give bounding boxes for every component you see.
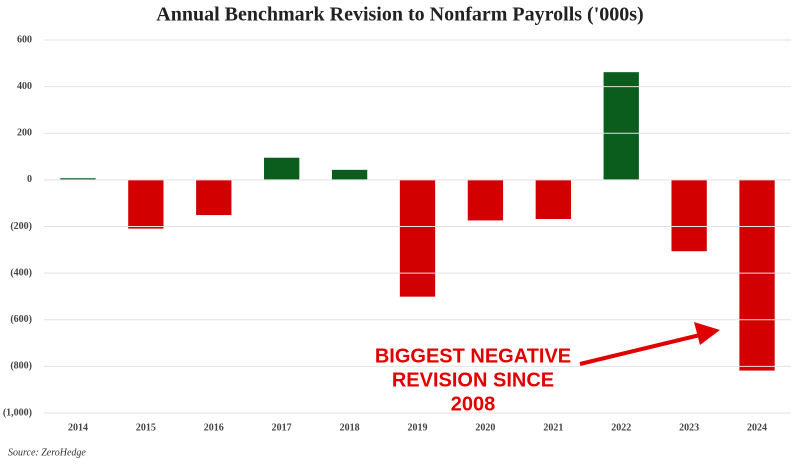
bar — [739, 179, 775, 371]
bar — [467, 179, 504, 221]
bar — [60, 178, 96, 180]
y-tick-label: 0 — [27, 174, 32, 185]
y-tick-label: (1,000) — [3, 407, 32, 418]
y-tick-label: 600 — [17, 34, 32, 45]
bar — [671, 179, 707, 252]
annotation: REVISION SINCE — [392, 369, 554, 391]
x-tick-label: 2016 — [204, 422, 224, 433]
x-tick-label: 2017 — [272, 422, 292, 433]
annotation: BIGGEST NEGATIVE — [375, 345, 571, 367]
x-tick-label: 2019 — [408, 422, 428, 433]
x-tick-label: 2015 — [136, 422, 156, 433]
x-tick-label: 2014 — [68, 422, 88, 433]
annotation: 2008 — [451, 393, 496, 415]
bar — [264, 157, 300, 180]
x-tick-label: 2024 — [747, 422, 767, 433]
bar — [535, 179, 571, 220]
bar — [196, 179, 232, 216]
bar — [128, 179, 164, 229]
x-tick-label: 2021 — [543, 422, 563, 433]
arrow — [579, 333, 701, 366]
y-tick-label: (200) — [10, 221, 32, 232]
y-tick-label: 400 — [17, 81, 32, 92]
bar — [399, 179, 436, 297]
x-tick-label: 2022 — [611, 422, 631, 433]
y-tick-label: 200 — [17, 128, 32, 139]
bar — [603, 72, 639, 180]
x-tick-label: 2023 — [679, 422, 699, 433]
chart-title: Annual Benchmark Revision to Nonfarm Pay… — [156, 4, 643, 26]
source: Source: ZeroHedge — [8, 447, 86, 458]
y-tick-label: (400) — [10, 267, 32, 278]
y-tick-label: (600) — [10, 314, 32, 325]
x-tick-label: 2020 — [475, 422, 495, 433]
x-tick-label: 2018 — [340, 422, 360, 433]
arrow-head — [694, 322, 720, 345]
y-tick-label: (800) — [10, 361, 32, 372]
bar — [331, 169, 368, 180]
